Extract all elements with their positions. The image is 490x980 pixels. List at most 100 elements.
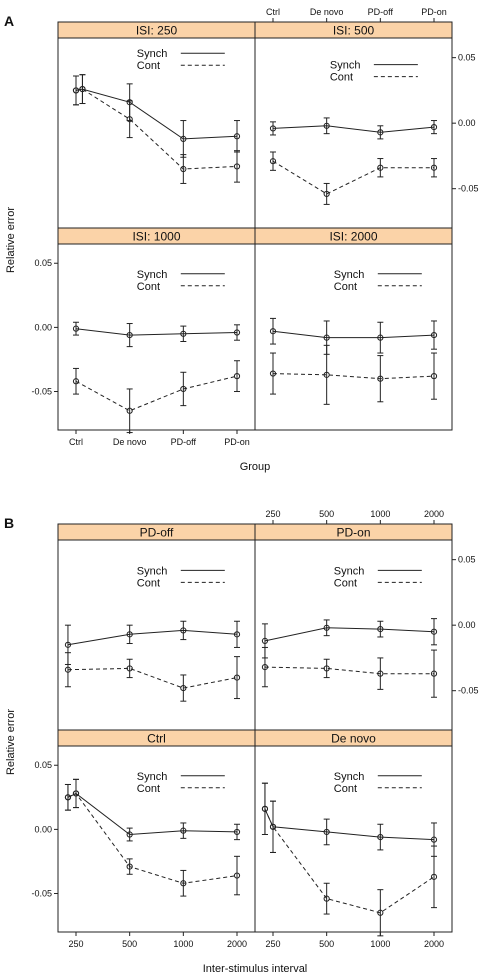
data-point-synch — [180, 330, 187, 337]
data-point-synch — [323, 624, 330, 631]
x-tick-label: Ctrl — [69, 437, 83, 447]
y-tick-label: 0.05 — [458, 555, 476, 565]
panel-title: PD-off — [140, 526, 174, 540]
data-point-synch — [64, 641, 72, 648]
data-point-cont — [323, 895, 330, 902]
series-line-cont — [272, 160, 434, 195]
panel-title: ISI: 1000 — [132, 230, 180, 244]
x-tick-label: 500 — [319, 509, 334, 519]
legend-label: Cont — [334, 577, 357, 589]
panel-title: De novo — [331, 732, 376, 746]
panel-title: PD-on — [336, 526, 370, 540]
x-tick-label: Ctrl — [266, 7, 280, 17]
x-tick-label: PD-on — [224, 437, 250, 447]
data-point-cont — [180, 385, 187, 393]
y-axis-label: Relative error — [5, 709, 17, 775]
y-tick-label: 0.00 — [458, 620, 476, 630]
y-axis-label: Relative error — [5, 207, 17, 273]
data-point-cont — [126, 863, 133, 870]
data-point-cont — [233, 674, 241, 681]
panel-strip — [254, 21, 453, 39]
series-line-cont — [67, 667, 238, 689]
y-tick-label: 0.00 — [458, 118, 476, 128]
x-tick-label: 1000 — [173, 939, 193, 949]
legend-label: Synch — [137, 565, 168, 577]
panel-title: ISI: 500 — [333, 24, 375, 38]
data-point-synch — [323, 334, 330, 341]
x-tick-label: PD-off — [368, 7, 394, 17]
x-tick-label: 2000 — [227, 939, 247, 949]
data-point-cont — [64, 794, 72, 801]
data-point-cont — [72, 378, 80, 385]
data-point-synch — [180, 827, 187, 834]
legend-label: Synch — [334, 269, 365, 281]
data-point-cont — [126, 665, 133, 672]
series-line-synch — [272, 330, 435, 339]
data-point-cont — [72, 790, 80, 797]
data-point-cont — [64, 666, 72, 673]
data-point-synch — [377, 334, 384, 341]
data-point-cont — [377, 164, 384, 171]
legend-label: Cont — [137, 60, 160, 72]
data-point-cont — [377, 909, 384, 916]
panel-title: Ctrl — [147, 732, 166, 746]
y-tick-label: 0.05 — [34, 760, 52, 770]
legend-label: Cont — [137, 783, 160, 795]
data-point-cont — [261, 664, 269, 671]
data-point-cont — [126, 116, 133, 123]
data-point-synch — [180, 627, 187, 634]
legend-label: Synch — [334, 565, 365, 577]
panel-strip — [254, 227, 453, 245]
legend-label: Cont — [334, 281, 357, 293]
data-point-synch — [323, 122, 330, 129]
panel-title: ISI: 2000 — [329, 230, 377, 244]
data-point-cont — [323, 190, 330, 198]
x-tick-label: 1000 — [370, 939, 390, 949]
series-line-synch — [67, 792, 238, 836]
data-point-cont — [269, 158, 277, 165]
data-point-cont — [323, 371, 330, 378]
data-point-synch — [72, 325, 80, 332]
data-point-synch — [269, 125, 277, 132]
data-point-synch — [377, 833, 384, 841]
legend-label: Cont — [137, 577, 160, 589]
x-axis-label: Inter-stimulus interval — [203, 963, 308, 975]
x-tick-label: 250 — [265, 509, 280, 519]
x-axis-label: Group — [240, 461, 271, 473]
y-tick-label: 0.00 — [34, 824, 52, 834]
data-point-cont — [180, 684, 187, 692]
data-point-synch — [430, 124, 438, 131]
panel-b-letter: B — [4, 515, 14, 531]
legend-label: Synch — [330, 60, 361, 72]
data-point-synch — [180, 135, 187, 142]
panel-strip — [254, 729, 453, 747]
data-point-cont — [430, 873, 438, 880]
x-tick-label: PD-off — [171, 437, 197, 447]
x-tick-label: 500 — [122, 939, 137, 949]
series-line-synch — [75, 328, 238, 336]
data-point-synch — [430, 331, 438, 339]
data-point-cont — [261, 805, 269, 812]
series-line-synch — [264, 627, 435, 642]
data-point-synch — [430, 628, 438, 635]
panel-strip — [254, 523, 453, 541]
data-point-synch — [377, 626, 384, 633]
x-tick-label: 2000 — [424, 509, 444, 519]
data-point-cont — [180, 880, 187, 887]
data-point-cont — [233, 872, 241, 879]
data-point-synch — [233, 329, 241, 336]
data-point-cont — [126, 407, 133, 414]
series-line-cont — [272, 373, 435, 380]
data-point-synch — [269, 328, 277, 335]
y-tick-label: -0.05 — [458, 184, 479, 194]
data-point-cont — [233, 163, 241, 170]
series-line-synch — [264, 808, 435, 841]
series-line-cont — [75, 375, 238, 412]
x-tick-label: De novo — [113, 437, 147, 447]
data-point-synch — [126, 831, 133, 838]
x-tick-label: PD-on — [421, 7, 447, 17]
data-point-synch — [233, 828, 241, 836]
data-point-cont — [269, 370, 277, 377]
y-tick-label: -0.05 — [31, 889, 52, 899]
